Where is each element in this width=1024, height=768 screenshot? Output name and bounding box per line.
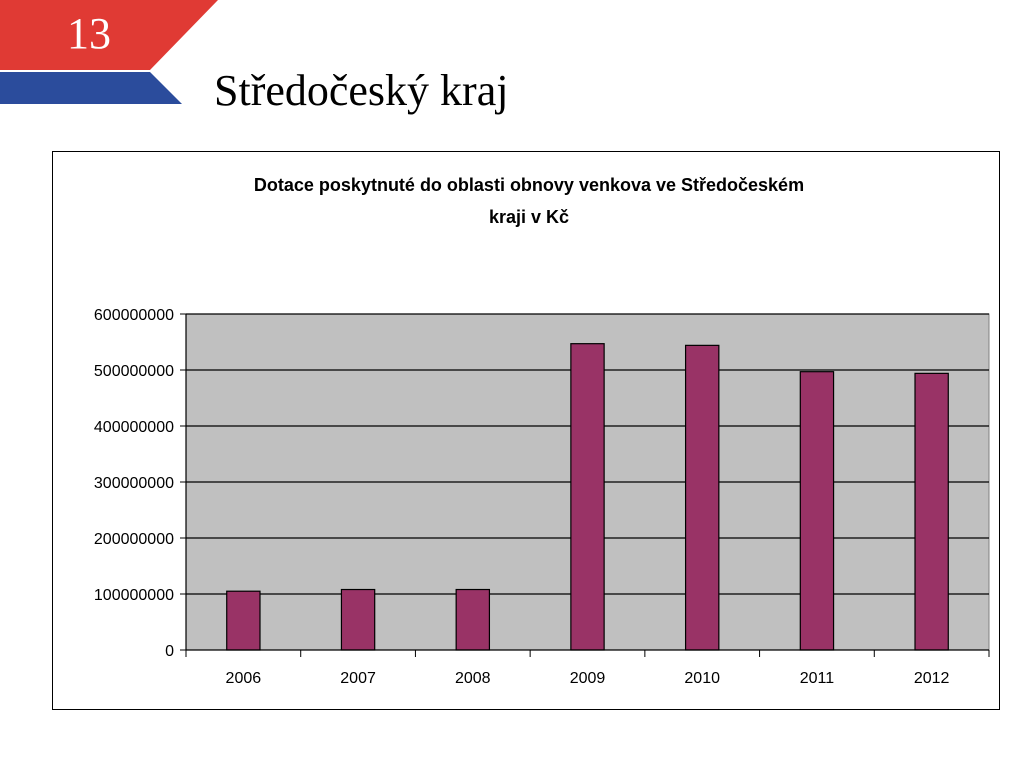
slide-title: Středočeský kraj [214, 66, 509, 115]
bars [226, 343, 949, 651]
chart-frame: Dotace poskytnuté do oblasti obnovy venk… [52, 151, 1000, 710]
y-tick-label: 300000000 [94, 475, 174, 492]
slide-banner [0, 0, 218, 104]
bar-2007 [340, 588, 376, 651]
bar-2006 [226, 590, 261, 651]
x-tick-label: 2007 [340, 670, 376, 687]
chart-title-line-2: kraji v Kč [489, 207, 569, 227]
axes [180, 313, 990, 657]
bar-chart: Dotace poskytnuté do oblasti obnovy venk… [94, 175, 990, 687]
bar-2011 [799, 371, 835, 651]
x-tick-label: 2006 [226, 670, 262, 687]
banner-white-stripe [0, 70, 158, 72]
slide-number: 13 [67, 9, 111, 58]
x-tick-label: 2012 [914, 670, 950, 687]
banner-red-shape [0, 0, 218, 70]
bar-2010 [684, 344, 720, 651]
y-tick-label: 600000000 [94, 307, 174, 324]
y-tick-label: 400000000 [94, 419, 174, 436]
y-tick-label: 500000000 [94, 363, 174, 380]
chart-title-line-1: Dotace poskytnuté do oblasti obnovy venk… [254, 175, 804, 195]
bar-2009 [570, 343, 605, 651]
y-tick-labels: 0 100000000 200000000 300000000 400000000 500… [94, 307, 174, 660]
x-tick-label: 2008 [455, 670, 491, 687]
banner-blue-shape [0, 72, 182, 104]
y-tick-label: 100000000 [94, 587, 174, 604]
bar-2008 [455, 588, 491, 651]
bar-2012 [914, 372, 949, 651]
x-tick-label: 2009 [570, 670, 606, 687]
y-tick-label: 0 [165, 643, 174, 660]
x-tick-label: 2010 [684, 670, 720, 687]
x-tick-label: 2011 [800, 670, 835, 687]
x-tick-labels: 2006 2007 2008 2009 2010 2011 2012 [226, 670, 950, 687]
y-tick-label: 200000000 [94, 531, 174, 548]
